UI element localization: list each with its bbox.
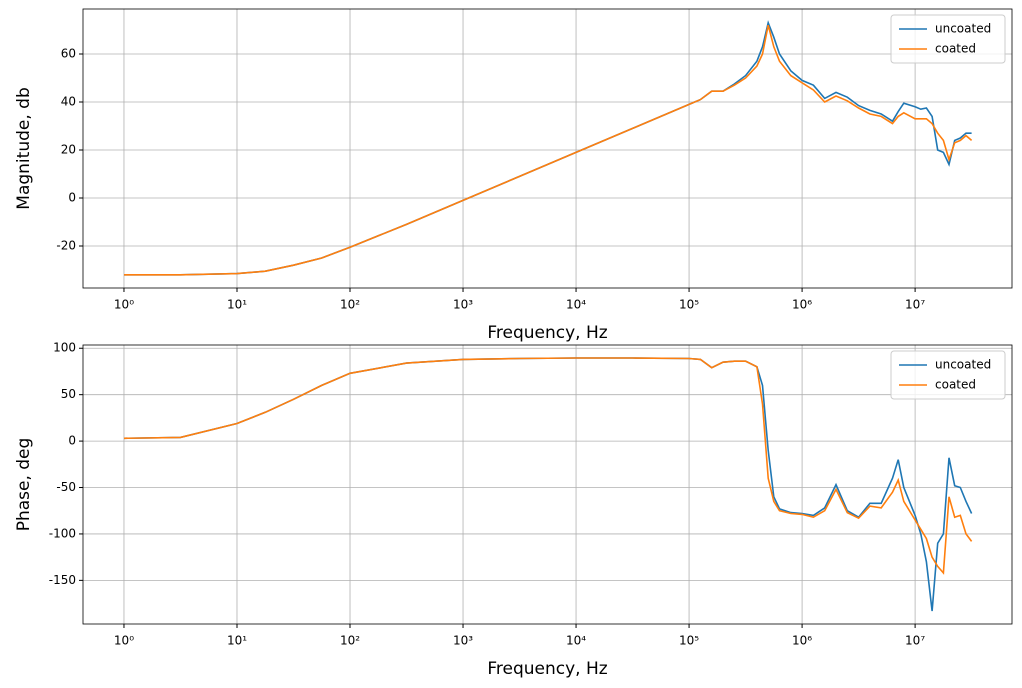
x-tick-label: 10⁵ (679, 298, 699, 312)
legend-box (890, 350, 1006, 400)
line-series (124, 20, 972, 276)
line-series (124, 24, 973, 276)
y-tick-label: -20 (56, 239, 76, 253)
legend-label: coated (935, 378, 976, 392)
y-tick-label: 60 (61, 47, 76, 61)
legend-label: uncoated (935, 358, 991, 372)
x-tick-label: 10⁰ (114, 298, 134, 312)
x-tick-label: 10⁴ (566, 634, 586, 648)
y-tick-label: 0 (68, 191, 76, 205)
x-tick-label: 10⁴ (566, 298, 586, 312)
x-tick-label: 10¹ (227, 298, 247, 312)
y-tick-label: 20 (61, 143, 76, 157)
x-axis-label: Frequency, Hz (487, 659, 607, 679)
y-axis-label: Magnitude, db (14, 87, 34, 209)
y-tick-label: -50 (56, 480, 76, 494)
line-series (123, 357, 973, 575)
x-axis-label: Frequency, Hz (487, 323, 607, 343)
x-tick-label: 10¹ (227, 634, 247, 648)
legend: uncoated coated (890, 350, 1006, 400)
y-tick-label: 100 (53, 341, 76, 355)
line-series (123, 357, 973, 612)
legend-box (890, 14, 1006, 64)
x-tick-label: 10⁵ (679, 634, 699, 648)
x-tick-label: 10³ (453, 298, 473, 312)
y-tick-label: 50 (61, 387, 76, 401)
x-tick-label: 10⁶ (792, 298, 812, 312)
y-tick-label: 40 (61, 95, 76, 109)
axes-frame (82, 344, 1013, 625)
x-tick-label: 10⁶ (792, 634, 812, 648)
legend-label: uncoated (935, 22, 991, 36)
y-axis-label: Phase, deg (14, 438, 34, 532)
x-tick-label: 10³ (453, 634, 473, 648)
x-tick-label: 10⁷ (905, 634, 925, 648)
y-tick-label: -100 (49, 526, 76, 540)
legend-label: coated (935, 42, 976, 56)
y-tick-label: 0 (68, 434, 76, 448)
x-tick-label: 10² (340, 634, 360, 648)
axes-frame (82, 8, 1013, 289)
x-tick-label: 10⁰ (114, 634, 134, 648)
x-tick-label: 10⁷ (905, 298, 925, 312)
legend: uncoated coated (890, 14, 1006, 64)
x-tick-label: 10² (340, 298, 360, 312)
y-tick-label: -150 (49, 573, 76, 587)
